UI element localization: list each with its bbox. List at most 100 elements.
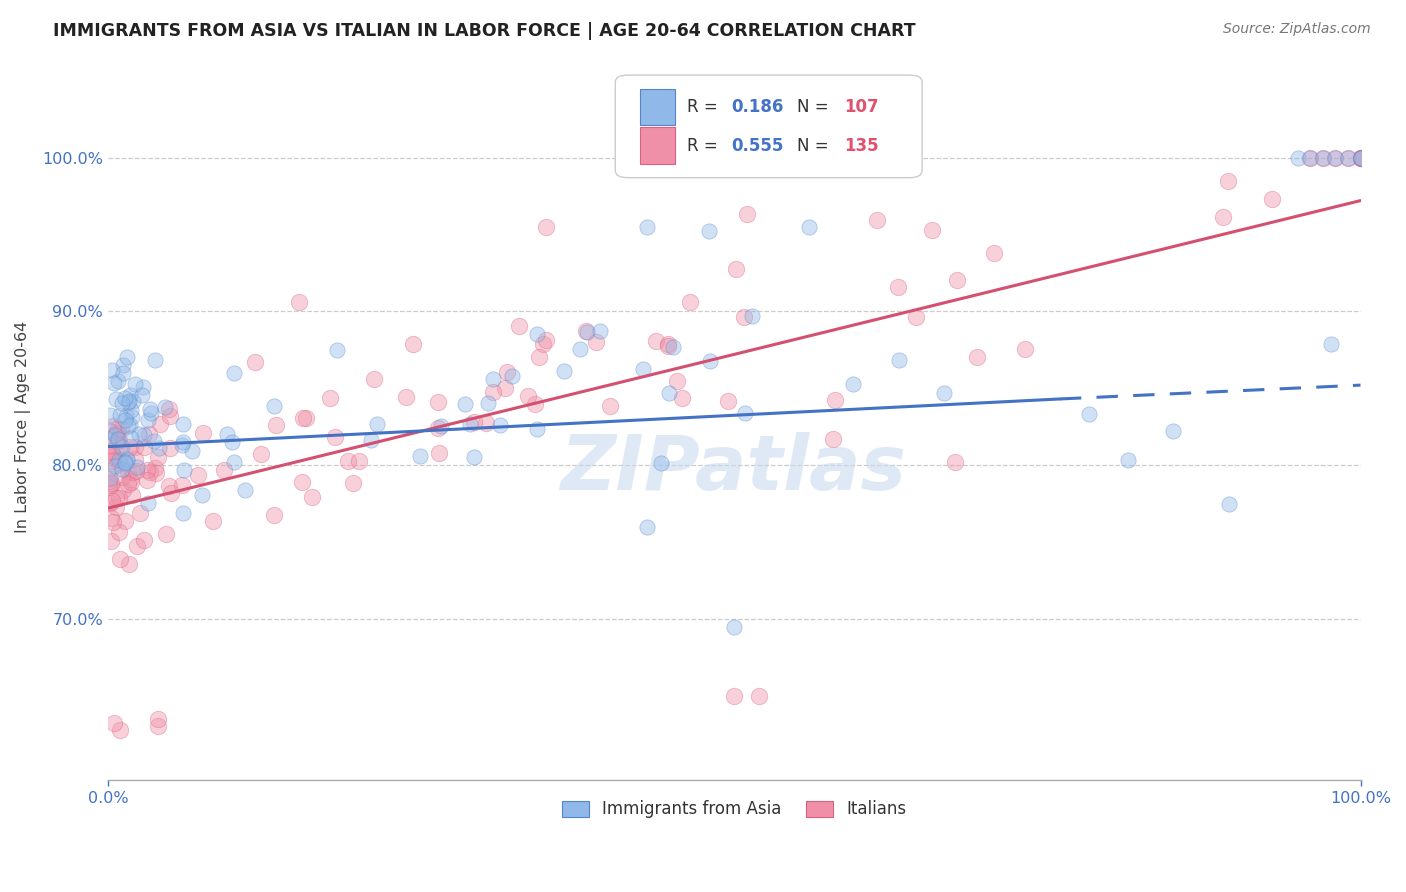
Point	[575, 324, 598, 338]
Point	[118, 418, 141, 433]
Point	[107, 432, 129, 446]
Point	[319, 392, 342, 406]
Point	[636, 219, 658, 234]
Point	[517, 389, 540, 403]
Point	[733, 310, 755, 324]
Point	[360, 434, 382, 448]
Point	[737, 207, 759, 221]
Point	[1077, 407, 1099, 421]
Point	[107, 374, 129, 388]
Point	[576, 325, 599, 339]
Point	[142, 434, 165, 448]
Point	[146, 450, 169, 465]
Point	[983, 246, 1005, 260]
Point	[1299, 151, 1322, 165]
Point	[1324, 151, 1347, 165]
Point	[112, 483, 135, 497]
Point	[799, 219, 821, 234]
Point	[363, 372, 385, 386]
Point	[118, 388, 141, 402]
Point	[124, 377, 146, 392]
Point	[173, 463, 195, 477]
Point	[645, 334, 668, 348]
Point	[501, 369, 523, 384]
Point	[121, 410, 143, 425]
Point	[136, 496, 159, 510]
Point	[105, 392, 128, 406]
Point	[180, 444, 202, 458]
Point	[107, 422, 129, 436]
Point	[146, 712, 169, 726]
Point	[482, 385, 505, 400]
Point	[131, 388, 153, 402]
Point	[100, 408, 122, 422]
Point	[114, 456, 136, 470]
Point	[104, 427, 127, 442]
Point	[523, 397, 546, 411]
Point	[111, 396, 134, 410]
Point	[526, 422, 548, 436]
Point	[120, 431, 142, 445]
Point	[104, 491, 127, 505]
Point	[100, 478, 122, 492]
Point	[723, 619, 745, 633]
Point	[1118, 453, 1140, 467]
Point	[288, 294, 311, 309]
Point	[823, 432, 845, 446]
Point	[1337, 151, 1360, 165]
Point	[679, 294, 702, 309]
Point	[662, 340, 685, 354]
Point	[100, 476, 122, 491]
Point	[233, 483, 256, 498]
Point	[932, 386, 955, 401]
Point	[145, 352, 167, 367]
Point	[110, 723, 132, 737]
Point	[98, 474, 121, 488]
Point	[291, 475, 314, 489]
Point	[427, 395, 450, 409]
Point	[1218, 173, 1240, 187]
Text: N =: N =	[797, 136, 834, 155]
Point	[866, 212, 889, 227]
Bar	[640, 88, 675, 125]
Point	[100, 534, 122, 549]
Point	[1312, 151, 1334, 165]
Point	[569, 342, 592, 356]
Y-axis label: In Labor Force | Age 20-64: In Labor Force | Age 20-64	[15, 320, 31, 533]
Point	[125, 540, 148, 554]
Point	[1014, 342, 1036, 356]
Point	[114, 455, 136, 469]
Point	[475, 416, 498, 430]
Point	[101, 454, 124, 468]
Point	[301, 490, 323, 504]
Point	[122, 465, 145, 479]
Point	[1286, 151, 1309, 165]
Point	[110, 422, 132, 436]
Point	[115, 409, 138, 424]
Point	[115, 454, 138, 468]
Point	[115, 452, 138, 467]
Point	[887, 352, 910, 367]
Point	[136, 412, 159, 426]
Point	[1212, 211, 1234, 225]
Point	[671, 391, 693, 405]
Point	[1337, 151, 1360, 165]
Point	[266, 417, 288, 432]
Point	[114, 515, 136, 529]
Point	[589, 325, 612, 339]
Point	[295, 410, 318, 425]
Point	[842, 377, 865, 392]
Point	[110, 439, 132, 453]
Point	[145, 467, 167, 481]
Point	[101, 444, 124, 458]
Point	[1161, 424, 1184, 438]
Point	[98, 424, 121, 438]
Point	[157, 402, 180, 417]
Point	[172, 417, 194, 431]
Point	[139, 465, 162, 479]
Point	[1261, 192, 1284, 206]
Point	[1350, 151, 1372, 165]
Legend: Immigrants from Asia, Italians: Immigrants from Asia, Italians	[555, 794, 912, 825]
Point	[138, 427, 160, 442]
Text: 0.555: 0.555	[731, 136, 785, 155]
